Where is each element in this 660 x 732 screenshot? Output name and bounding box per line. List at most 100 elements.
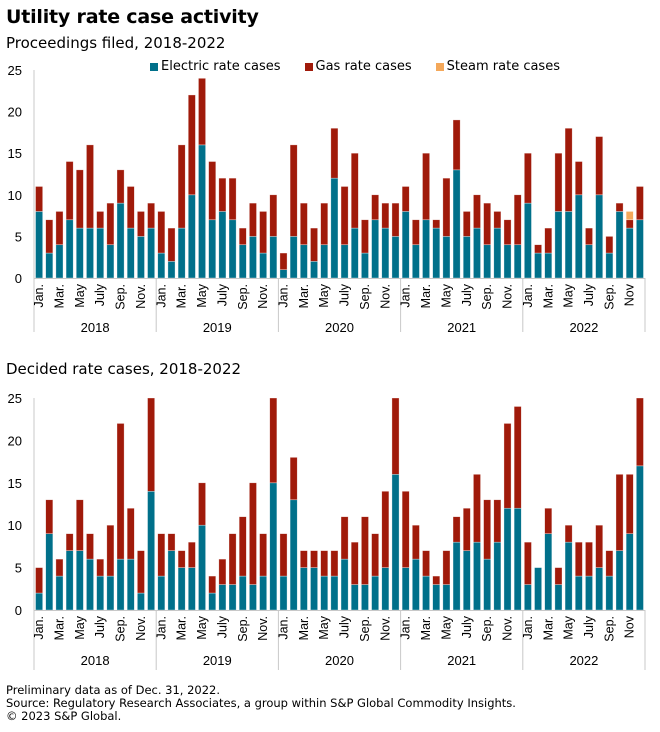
bar-gas [605, 550, 614, 577]
x-tick-label: Nov. [378, 284, 392, 309]
bar-electric [350, 227, 359, 279]
bar-gas [493, 211, 502, 229]
bar-electric [503, 507, 512, 611]
x-tick-label: July [582, 615, 596, 638]
bar-gas [452, 119, 461, 171]
bar-electric [330, 575, 339, 611]
x-tick-label: Nov. [378, 616, 392, 641]
y-tick-label: 20 [8, 433, 22, 448]
bar-electric [524, 202, 532, 279]
x-tick-label: May [562, 283, 576, 307]
bar-gas [483, 202, 492, 246]
year-label: 2019 [203, 653, 232, 668]
bar-electric [35, 211, 43, 279]
x-tick-label: Jan. [154, 616, 168, 640]
bar-electric [96, 227, 105, 279]
x-tick-label: Sep. [480, 284, 494, 310]
x-tick-label: July [582, 283, 596, 306]
year-label: 2022 [569, 653, 598, 668]
bar-gas [45, 219, 54, 254]
bar-electric [320, 244, 329, 279]
bar-gas [554, 152, 563, 212]
bar-electric [473, 227, 481, 279]
bar-electric [493, 541, 502, 611]
bar-electric [432, 227, 441, 279]
x-tick-label: Sep. [236, 616, 250, 642]
footer-note: Preliminary data as of Dec. 31, 2022. [6, 683, 221, 697]
bar-electric [361, 252, 369, 279]
bar-gas [86, 144, 94, 229]
bar-gas [574, 161, 583, 196]
bar-gas [615, 202, 624, 212]
y-tick-label: 10 [8, 188, 22, 203]
x-tick-label: Mar. [175, 284, 189, 308]
legend-item-steam: Steam rate cases [435, 59, 560, 74]
x-tick-label: Mar. [541, 616, 555, 640]
bar-gas [208, 161, 217, 221]
bar-electric [636, 219, 644, 279]
bar-gas [422, 550, 430, 577]
bar-gas [544, 227, 553, 254]
bar-electric [167, 261, 176, 279]
bar-gas [228, 533, 237, 585]
bar-electric [554, 211, 563, 279]
bar-gas [340, 186, 349, 246]
bar-gas [462, 507, 471, 551]
bar-gas [401, 490, 410, 568]
bar-gas [605, 236, 614, 254]
bar-electric [289, 499, 298, 611]
bar-electric [269, 482, 278, 611]
bar-gas [279, 252, 288, 270]
bar-electric [86, 558, 94, 611]
bar-electric [361, 584, 369, 611]
bar-electric [86, 227, 94, 279]
x-tick-label: Mar. [297, 284, 311, 308]
year-label: 2019 [203, 320, 232, 332]
bar-electric [473, 541, 481, 611]
bar-gas [330, 127, 339, 179]
x-tick-label: July [338, 615, 352, 638]
bar-electric [605, 252, 614, 279]
x-tick-label: Nov. [134, 284, 148, 309]
bar-electric [167, 550, 176, 611]
x-tick-label: July [460, 283, 474, 306]
bar-gas [249, 482, 257, 585]
bar-electric [585, 575, 593, 611]
x-tick-label: Sep. [602, 616, 616, 642]
bar-electric [238, 244, 247, 279]
bar-electric [564, 211, 573, 279]
x-tick-label: Mar. [52, 616, 66, 640]
bar-gas [299, 202, 308, 246]
bar-gas [442, 550, 451, 585]
bar-gas [310, 227, 318, 262]
bar-electric [137, 236, 145, 279]
bar-electric [350, 584, 359, 611]
bar-electric [564, 541, 573, 611]
bar-gas [381, 490, 390, 568]
bar-electric [198, 524, 206, 611]
bar-electric [503, 244, 512, 279]
x-tick-label: Nov. [256, 284, 270, 309]
bar-electric [177, 227, 186, 279]
bar-electric [625, 533, 634, 611]
x-tick-label: Jan. [154, 284, 168, 308]
decided-chart: 0 5 10 15 20 25 Jan. Mar. May July Sep. Nov. 2018 Jan… [8, 391, 646, 670]
bar-electric [544, 252, 553, 279]
bar-gas [126, 186, 135, 229]
bar-gas [524, 541, 532, 585]
bar-gas [157, 533, 166, 577]
bar-electric [249, 236, 257, 279]
x-tick-label: July [338, 283, 352, 306]
bar-electric [534, 252, 542, 279]
x-tick-label: Mar. [297, 616, 311, 640]
year-label: 2020 [325, 320, 354, 332]
bar-electric [513, 507, 522, 611]
y-tick-label: 5 [15, 561, 22, 576]
bar-electric [65, 550, 74, 611]
bar-electric [401, 211, 410, 279]
footer-copyright: © 2023 S&P Global. [6, 709, 122, 723]
y-tick-label: 25 [8, 391, 22, 406]
bar-electric [340, 558, 349, 611]
bar-gas [432, 575, 441, 585]
bar-gas [452, 516, 461, 543]
